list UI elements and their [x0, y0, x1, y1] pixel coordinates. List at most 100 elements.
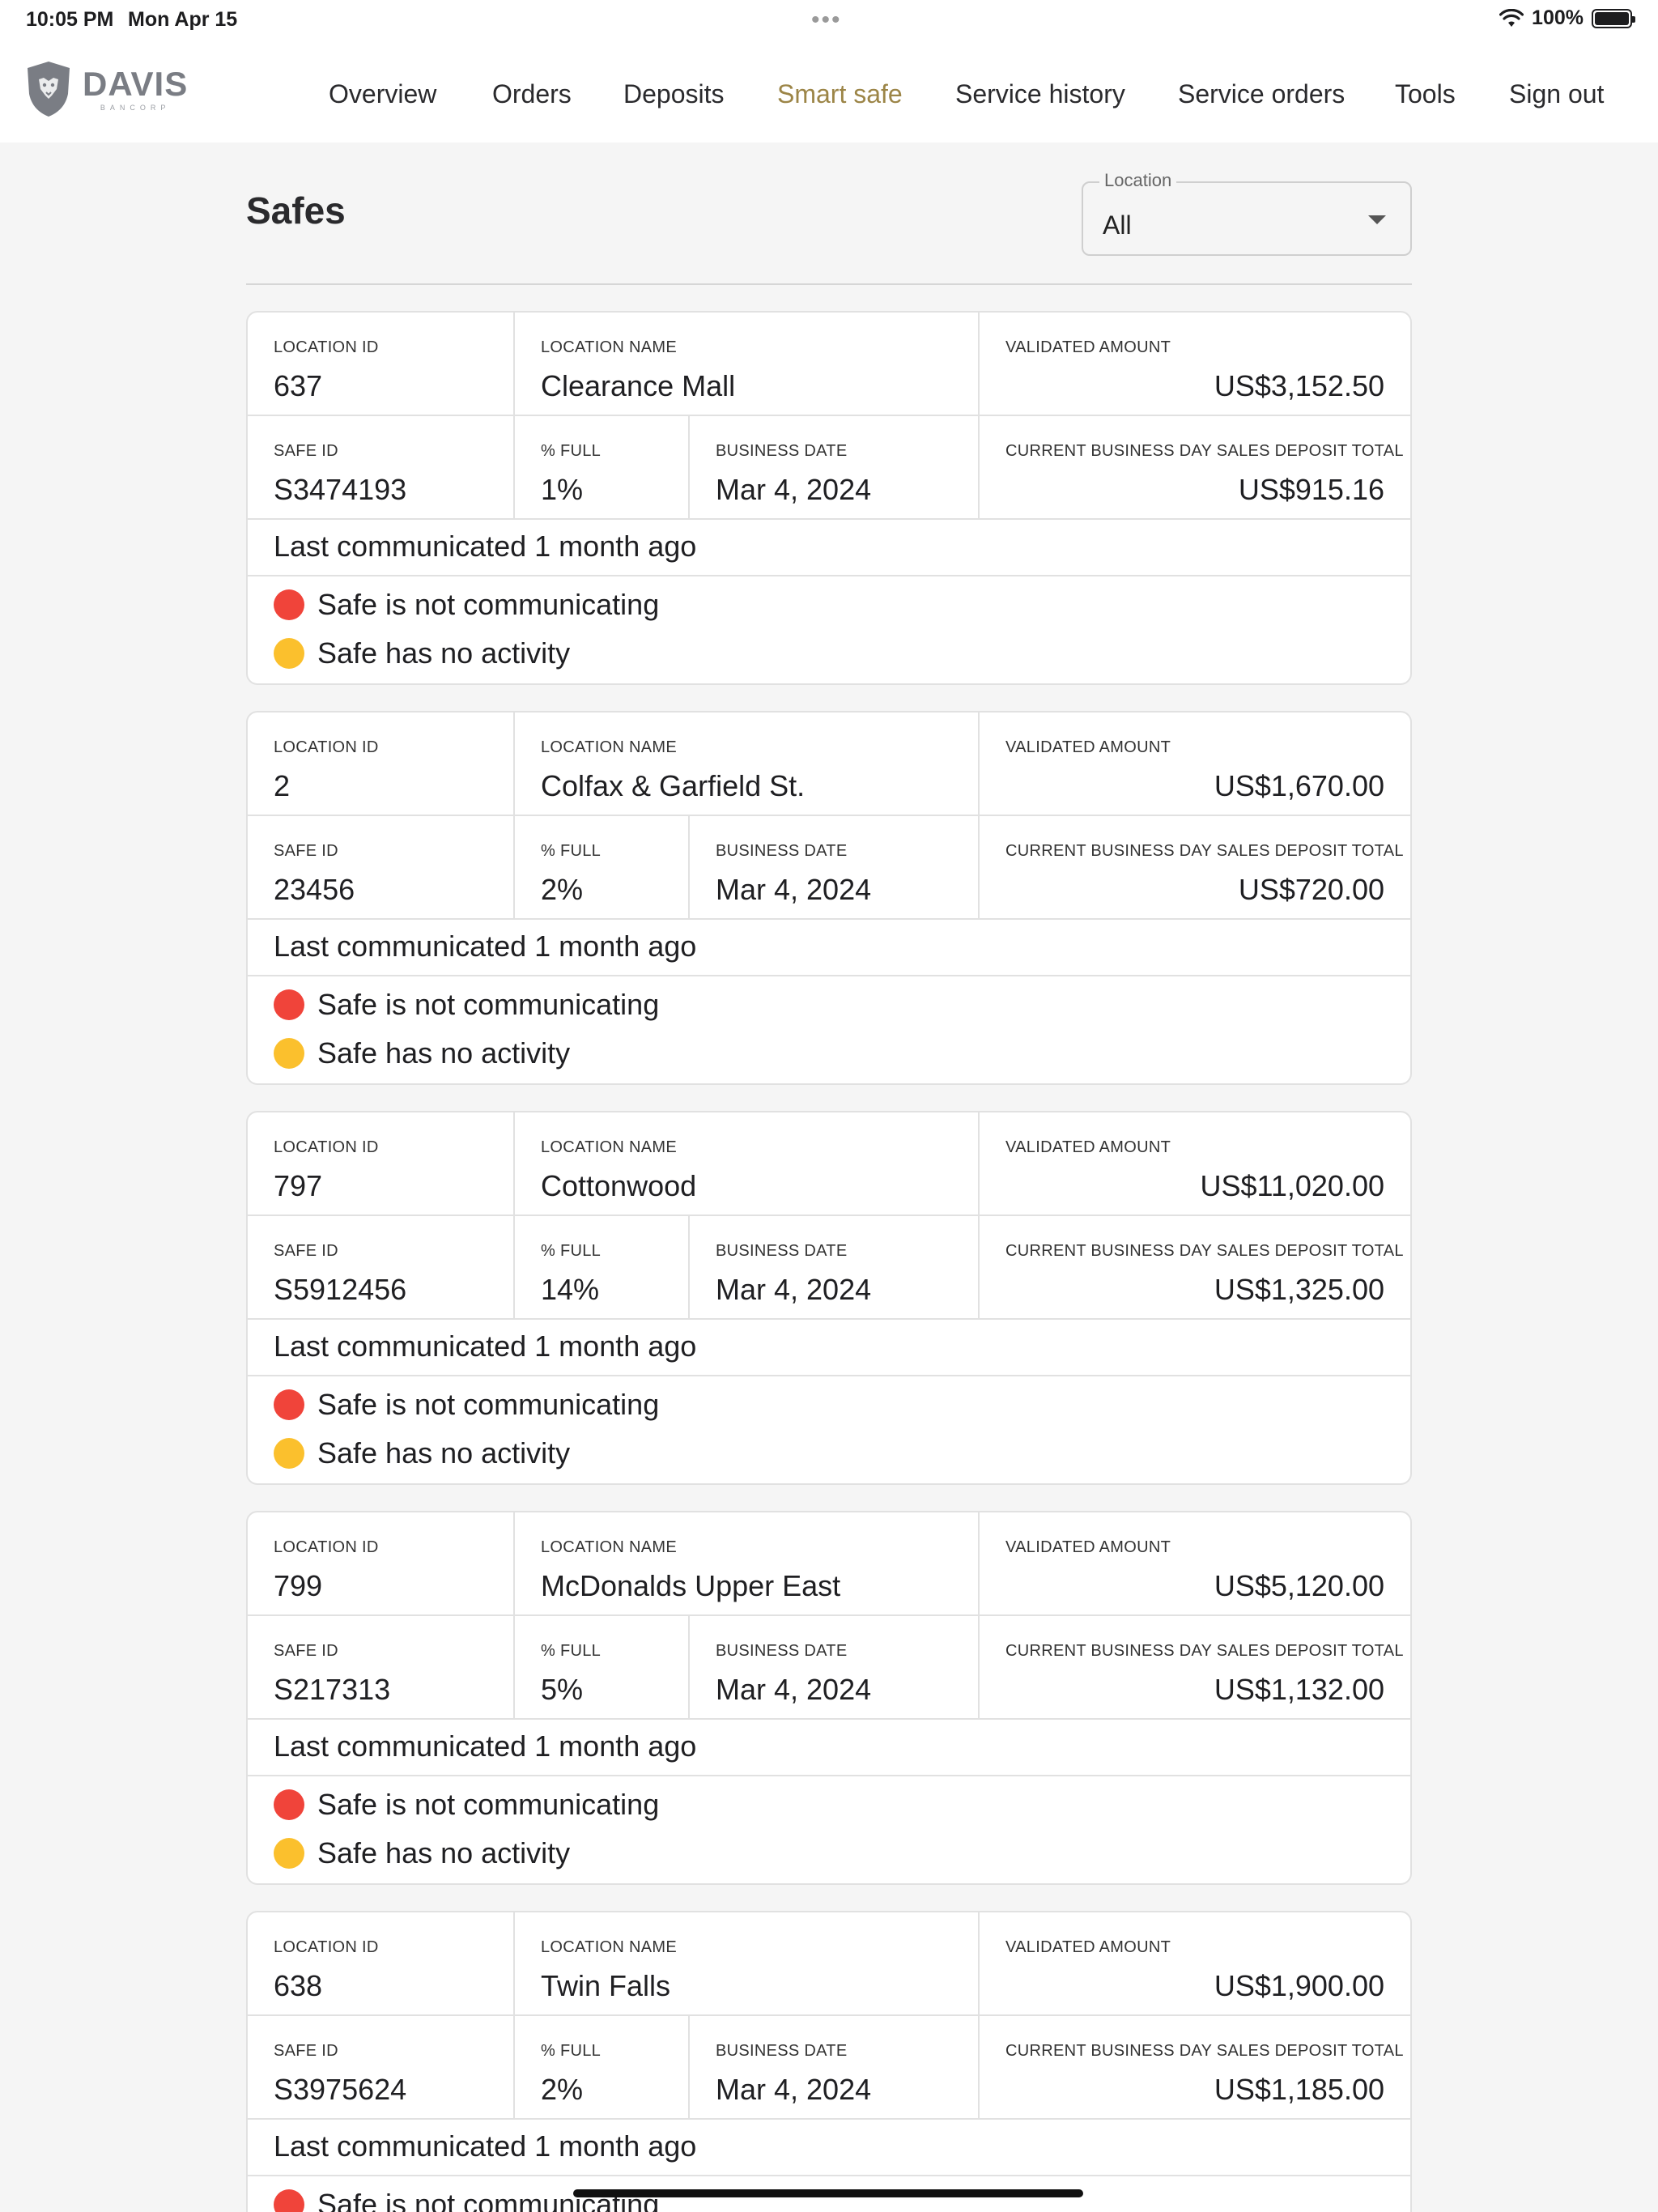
- safe-id-label: SAFE ID: [274, 842, 338, 860]
- safe-card[interactable]: LOCATION ID 2 LOCATION NAME Colfax & Gar…: [246, 711, 1412, 1085]
- nav-service-orders[interactable]: Service orders: [1178, 79, 1346, 108]
- status-no-activity: Safe has no activity: [274, 1036, 570, 1070]
- location-name-value: McDonalds Upper East: [541, 1569, 841, 1602]
- red-status-dot-icon: [274, 1789, 304, 1820]
- safe-card[interactable]: LOCATION ID 797 LOCATION NAME Cottonwood…: [246, 1111, 1412, 1485]
- location-id-value: 797: [274, 1169, 323, 1202]
- safe-card-row-last-communicated: Last communicated 1 month ago: [248, 1720, 1410, 1776]
- status-no-activity: Safe has no activity: [274, 636, 570, 670]
- nav-service-history[interactable]: Service history: [955, 79, 1125, 108]
- status-date: Mon Apr 15: [128, 8, 238, 31]
- business-date-label: BUSINESS DATE: [716, 442, 848, 460]
- deposit-total-value: US$1,185.00: [1214, 2073, 1384, 2106]
- percent-full-value: 14%: [541, 1273, 600, 1306]
- safe-card-row-status: Safe is not communicating Safe has no ac…: [248, 976, 1410, 1083]
- lion-shield-icon: [28, 62, 70, 117]
- location-id-value: 799: [274, 1569, 323, 1602]
- safe-id-label: SAFE ID: [274, 1242, 338, 1260]
- location-select-value: All: [1103, 211, 1132, 240]
- nav-sign-out[interactable]: Sign out: [1509, 79, 1605, 108]
- deposit-total-label: CURRENT BUSINESS DAY SALES DEPOSIT TOTAL: [1005, 1642, 1404, 1660]
- dropdown-arrow-icon: [1368, 215, 1386, 224]
- location-name-label: LOCATION NAME: [541, 738, 677, 756]
- status-yellow-text: Safe has no activity: [317, 1436, 571, 1470]
- status-right: 100%: [1499, 6, 1635, 30]
- location-name-value: Clearance Mall: [541, 369, 736, 402]
- safe-card-row-last-communicated: Last communicated 1 month ago: [248, 920, 1410, 976]
- deposit-total-label: CURRENT BUSINESS DAY SALES DEPOSIT TOTAL: [1005, 842, 1404, 860]
- location-id-value: 637: [274, 369, 323, 402]
- safe-id-value: 23456: [274, 873, 355, 906]
- safe-card-row-safe: SAFE ID S217313 % FULL 5% BUSINESS DATE …: [248, 1616, 1410, 1720]
- validated-amount-value: US$3,152.50: [1214, 369, 1384, 402]
- business-date-value: Mar 4, 2024: [716, 473, 872, 506]
- last-communicated-text: Last communicated 1 month ago: [274, 929, 697, 963]
- percent-full-label: % FULL: [541, 1242, 602, 1260]
- last-communicated-text: Last communicated 1 month ago: [274, 1329, 697, 1363]
- status-yellow-text: Safe has no activity: [317, 636, 571, 670]
- deposit-total-label: CURRENT BUSINESS DAY SALES DEPOSIT TOTAL: [1005, 2042, 1404, 2060]
- nav-deposits[interactable]: Deposits: [623, 79, 725, 108]
- percent-full-label: % FULL: [541, 1642, 602, 1660]
- nav-tools[interactable]: Tools: [1395, 79, 1456, 108]
- safe-card-row-last-communicated: Last communicated 1 month ago: [248, 520, 1410, 576]
- validated-amount-label: VALIDATED AMOUNT: [1005, 338, 1171, 356]
- status-red-text: Safe is not communicating: [317, 988, 660, 1021]
- status-red-text: Safe is not communicating: [317, 1388, 660, 1421]
- safe-card-row-safe: SAFE ID S3474193 % FULL 1% BUSINESS DATE…: [248, 416, 1410, 520]
- multitasking-dots-icon[interactable]: •••: [811, 6, 842, 33]
- safe-card-row-last-communicated: Last communicated 1 month ago: [248, 2120, 1410, 2176]
- deposit-total-value: US$915.16: [1238, 473, 1384, 506]
- status-bar: 10:05 PM Mon Apr 15 ••• 100%: [0, 0, 1658, 40]
- home-indicator[interactable]: [573, 2189, 1083, 2197]
- yellow-status-dot-icon: [274, 1838, 304, 1869]
- validated-amount-value: US$1,670.00: [1214, 769, 1384, 802]
- business-date-label: BUSINESS DATE: [716, 1642, 848, 1660]
- safe-id-value: S3975624: [274, 2073, 407, 2106]
- location-name-label: LOCATION NAME: [541, 1138, 677, 1156]
- safe-card-row-safe: SAFE ID S5912456 % FULL 14% BUSINESS DAT…: [248, 1216, 1410, 1320]
- red-status-dot-icon: [274, 989, 304, 1020]
- yellow-status-dot-icon: [274, 638, 304, 669]
- safe-card-row-location: LOCATION ID 799 LOCATION NAME McDonalds …: [248, 1512, 1410, 1616]
- safe-id-value: S5912456: [274, 1273, 407, 1306]
- safe-card-row-safe: SAFE ID S3975624 % FULL 2% BUSINESS DATE…: [248, 2016, 1410, 2120]
- status-not-communicating: Safe is not communicating: [274, 988, 659, 1022]
- location-id-label: LOCATION ID: [274, 338, 379, 356]
- header-divider: [246, 283, 1412, 285]
- status-red-text: Safe is not communicating: [317, 588, 660, 621]
- red-status-dot-icon: [274, 2189, 304, 2212]
- deposit-total-value: US$1,325.00: [1214, 1273, 1384, 1306]
- location-name-label: LOCATION NAME: [541, 1538, 677, 1556]
- status-not-communicating: Safe is not communicating: [274, 1388, 659, 1422]
- business-date-value: Mar 4, 2024: [716, 1673, 872, 1706]
- business-date-value: Mar 4, 2024: [716, 2073, 872, 2106]
- location-id-label: LOCATION ID: [274, 738, 379, 756]
- safe-card-row-location: LOCATION ID 797 LOCATION NAME Cottonwood…: [248, 1112, 1410, 1216]
- safe-card[interactable]: LOCATION ID 638 LOCATION NAME Twin Falls…: [246, 1911, 1412, 2212]
- location-name-label: LOCATION NAME: [541, 1938, 677, 1956]
- nav-orders[interactable]: Orders: [492, 79, 572, 108]
- percent-full-label: % FULL: [541, 2042, 602, 2060]
- last-communicated-text: Last communicated 1 month ago: [274, 2129, 697, 2163]
- business-date-value: Mar 4, 2024: [716, 1273, 872, 1306]
- validated-amount-label: VALIDATED AMOUNT: [1005, 1938, 1171, 1956]
- safe-id-label: SAFE ID: [274, 442, 338, 460]
- safe-card[interactable]: LOCATION ID 637 LOCATION NAME Clearance …: [246, 311, 1412, 685]
- safe-card-row-location: LOCATION ID 638 LOCATION NAME Twin Falls…: [248, 1912, 1410, 2016]
- status-yellow-text: Safe has no activity: [317, 1036, 571, 1070]
- deposit-total-value: US$1,132.00: [1214, 1673, 1384, 1706]
- validated-amount-label: VALIDATED AMOUNT: [1005, 1538, 1171, 1556]
- safe-card[interactable]: LOCATION ID 799 LOCATION NAME McDonalds …: [246, 1511, 1412, 1885]
- nav-smart-safe[interactable]: Smart safe: [777, 79, 903, 108]
- location-select[interactable]: Location All: [1082, 170, 1412, 256]
- percent-full-label: % FULL: [541, 442, 602, 460]
- percent-full-value: 5%: [541, 1673, 584, 1706]
- page-title: Safes: [246, 189, 346, 232]
- nav-overview[interactable]: Overview: [329, 79, 437, 108]
- location-id-label: LOCATION ID: [274, 1538, 379, 1556]
- location-id-label: LOCATION ID: [274, 1138, 379, 1156]
- brand-logo[interactable]: DAVIS BANCORP: [24, 60, 188, 118]
- validated-amount-label: VALIDATED AMOUNT: [1005, 1138, 1171, 1156]
- status-not-communicating: Safe is not communicating: [274, 588, 659, 622]
